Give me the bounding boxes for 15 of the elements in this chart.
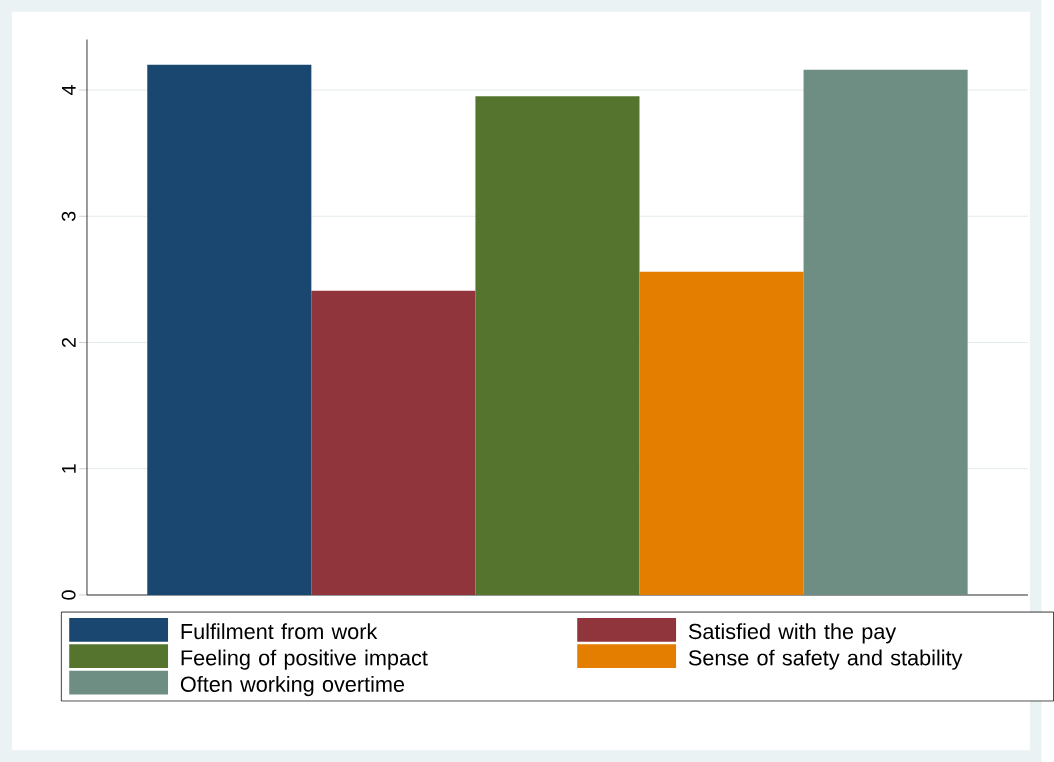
- legend-label: Satisfied with the pay: [688, 623, 897, 644]
- bar: [311, 290, 476, 595]
- legend-label: Feeling of positive impact: [181, 649, 428, 670]
- bar: [639, 271, 804, 595]
- y-tick-label: 2: [61, 338, 76, 347]
- legend-label: Fulfilment from work: [181, 623, 378, 640]
- legend-label: Sense of safety and stability: [688, 649, 963, 670]
- y-tick-label: 4: [62, 85, 76, 96]
- bar: [147, 64, 312, 595]
- y-tick-label: 0: [61, 590, 76, 600]
- y-tick-label: 1: [62, 464, 76, 473]
- y-tick-label: 3: [61, 211, 76, 221]
- legend-label: Often working overtime: [180, 675, 405, 697]
- bar: [475, 96, 640, 595]
- bar: [803, 69, 968, 595]
